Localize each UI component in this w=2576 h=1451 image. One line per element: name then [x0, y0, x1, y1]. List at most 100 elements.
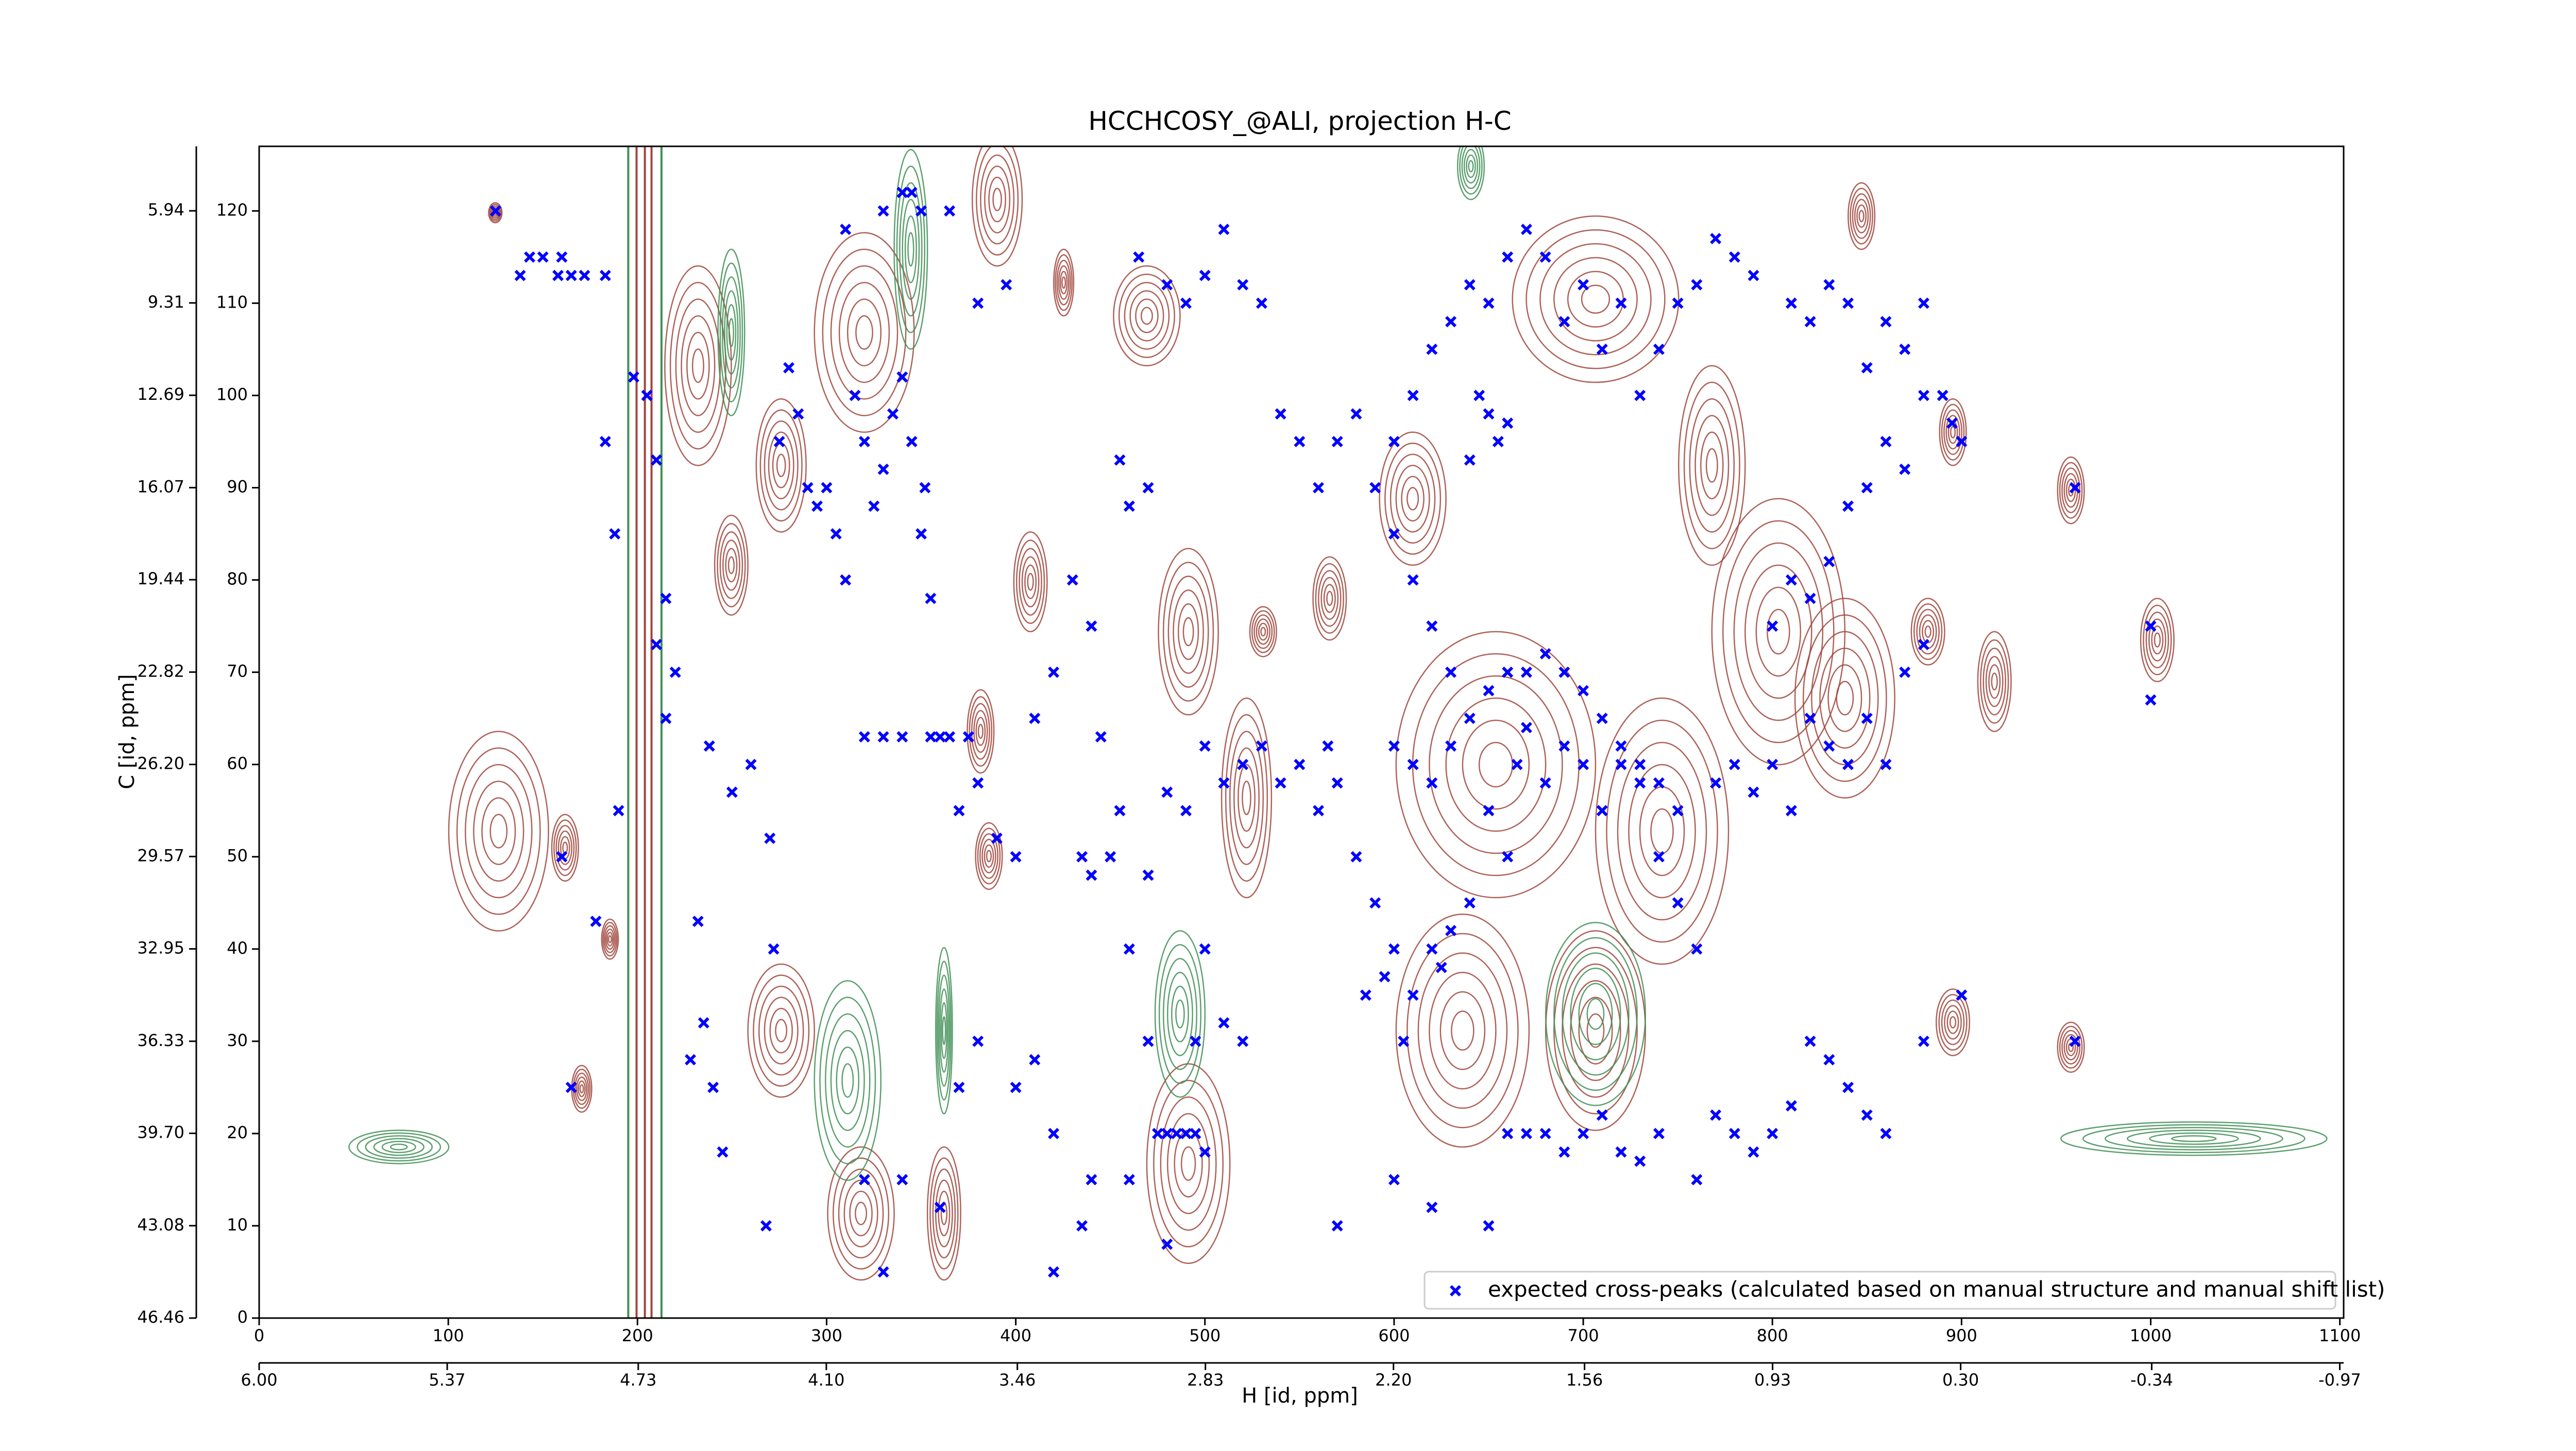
- x-tick-label: 100: [433, 1326, 464, 1345]
- contour: [1463, 149, 1479, 184]
- cross-peak: [1114, 454, 1126, 466]
- cross-peak: [565, 269, 577, 281]
- cross-peak: [1502, 251, 1514, 263]
- x2-tick-label: 2.83: [1187, 1370, 1224, 1390]
- cross-peak: [1331, 777, 1343, 789]
- contour: [1406, 933, 1519, 1128]
- contour: [1253, 614, 1273, 649]
- cross-peak: [2145, 620, 2157, 632]
- contour: [838, 1168, 884, 1259]
- x2-tick-label: 6.00: [241, 1370, 277, 1390]
- contour: [381, 1140, 416, 1153]
- y2-tick-label: 9.31: [148, 292, 184, 312]
- y-tick-label: 10: [227, 1215, 248, 1235]
- cross-peak: [1861, 362, 1873, 374]
- cross-peak: [685, 1054, 697, 1066]
- cross-peak: [1275, 408, 1286, 420]
- contour: [1461, 146, 1481, 189]
- y-tick-label: 40: [227, 938, 248, 958]
- contour: [753, 974, 810, 1087]
- contour: [830, 1030, 865, 1131]
- cross-peak: [1464, 713, 1476, 724]
- cross-peak: [1880, 435, 1892, 447]
- cross-peak: [906, 187, 918, 198]
- contour: [1027, 572, 1034, 591]
- contour: [1924, 625, 1931, 638]
- y-axis-label: C [id, ppm]: [115, 674, 139, 789]
- cross-peak: [1918, 638, 1929, 650]
- cross-peak: [1502, 1127, 1514, 1139]
- contour: [726, 304, 737, 361]
- cross-peak: [896, 1174, 908, 1186]
- cross-peak: [660, 713, 672, 724]
- contour: [721, 276, 741, 389]
- contour: [1013, 531, 1048, 633]
- contour: [1315, 563, 1344, 634]
- contour: [1021, 556, 1040, 608]
- cross-peak: [1710, 777, 1722, 789]
- cross-peak: [830, 528, 842, 540]
- cross-peak: [1483, 408, 1495, 420]
- contour: [1562, 963, 1630, 1098]
- contour: [1019, 548, 1042, 616]
- contour: [979, 833, 998, 879]
- contour: [1980, 639, 2009, 724]
- cross-peak: [1918, 390, 1929, 401]
- y-tick-label: 30: [227, 1031, 248, 1050]
- contour: [1848, 182, 1876, 250]
- cross-peak: [1767, 1127, 1778, 1139]
- cross-peak: [1804, 593, 1816, 604]
- contour: [971, 703, 990, 760]
- cross-peak: [1691, 1174, 1703, 1186]
- cross-peak: [552, 269, 564, 281]
- cross-peak: [1464, 897, 1476, 909]
- cross-peak: [1804, 1035, 1816, 1047]
- contour: [1802, 614, 1887, 782]
- contour: [1988, 664, 2001, 699]
- cross-peak: [916, 205, 927, 217]
- contour: [1146, 1063, 1231, 1264]
- contour: [1384, 443, 1442, 555]
- y-tick-label: 120: [216, 200, 248, 220]
- contour: [824, 1013, 871, 1148]
- cross-peak: [906, 435, 918, 447]
- cross-peak: [1473, 390, 1485, 401]
- cross-peak: [972, 777, 984, 789]
- contour: [2065, 478, 2076, 502]
- cross-peak: [1558, 740, 1570, 752]
- contour: [1466, 154, 1476, 178]
- cross-peak: [1029, 1054, 1041, 1066]
- contour: [1722, 520, 1835, 744]
- legend-label: expected cross-peaks (calculated based o…: [1488, 1277, 2385, 1302]
- cross-peak: [1842, 500, 1854, 512]
- cross-peak: [489, 205, 501, 217]
- cross-peak: [1502, 666, 1514, 678]
- y-tick-label: 100: [216, 384, 248, 404]
- contour: [984, 844, 994, 868]
- y-tick-label: 80: [227, 569, 248, 589]
- contour: [1854, 198, 1869, 233]
- cross-peak: [599, 435, 611, 447]
- cross-peak: [1615, 758, 1627, 770]
- contour: [2149, 1132, 2239, 1145]
- contour: [1705, 448, 1718, 483]
- cross-peak: [1615, 740, 1627, 752]
- contour: [986, 850, 992, 863]
- contour: [1539, 243, 1652, 356]
- cross-peak: [1634, 390, 1646, 401]
- cross-peak: [1672, 297, 1684, 309]
- contour: [719, 531, 743, 599]
- contour: [932, 1168, 956, 1259]
- cross-peak: [1313, 805, 1325, 817]
- contour: [896, 165, 925, 333]
- contour: [1258, 622, 1268, 641]
- cross-peak: [1275, 777, 1286, 789]
- cross-peak: [1010, 1082, 1022, 1093]
- cross-peak: [1823, 555, 1835, 567]
- cross-peak: [783, 362, 795, 374]
- cross-peak: [934, 1202, 946, 1213]
- cross-peak: [1767, 758, 1778, 770]
- cross-peak: [1237, 1035, 1249, 1047]
- cross-peak: [1823, 740, 1835, 752]
- cross-peak: [858, 731, 870, 743]
